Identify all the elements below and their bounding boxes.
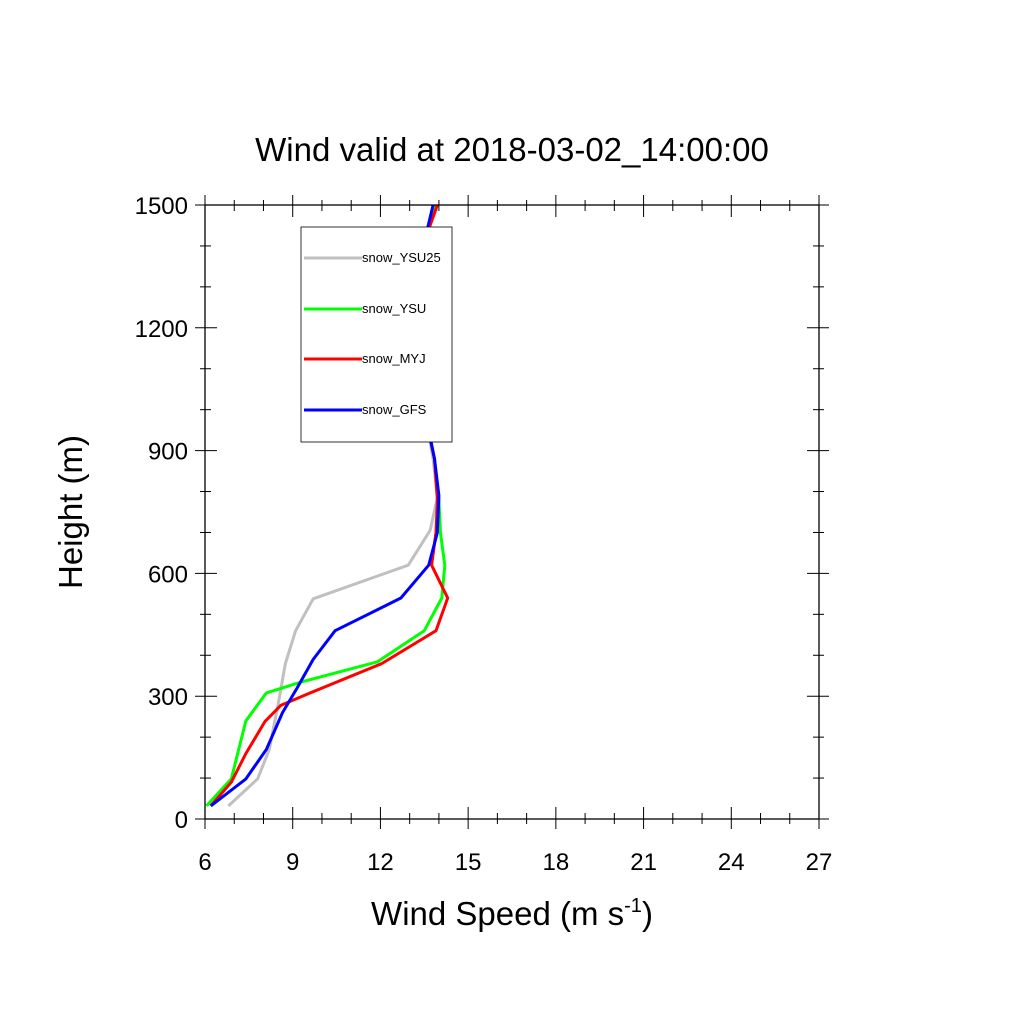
legend-box <box>300 226 453 443</box>
x-tick-label: 12 <box>367 849 394 876</box>
chart-title: Wind valid at 2018-03-02_14:00:00 <box>255 131 769 168</box>
x-tick-label: 27 <box>806 849 833 876</box>
y-tick-label: 0 <box>175 807 188 834</box>
x-axis-label: Wind Speed (m s-1) <box>371 895 653 932</box>
legend-label: snow_GFS <box>362 402 427 417</box>
x-axis-label-end: ) <box>642 895 653 932</box>
x-tick-label: 24 <box>718 849 745 876</box>
x-tick-label: 6 <box>198 849 211 876</box>
legend-label: snow_YSU <box>362 301 426 316</box>
legend-label: snow_YSU25 <box>362 250 441 265</box>
x-tick-label: 18 <box>543 849 570 876</box>
x-tick-label: 9 <box>286 849 299 876</box>
x-axis-label-superscript: -1 <box>624 895 642 917</box>
x-axis-label-main: Wind Speed (m s <box>371 895 624 932</box>
y-tick-label: 600 <box>148 561 188 588</box>
axis-ticks: 6 9 12 15 18 21 24 27 0 300 600 900 1200 1500 <box>135 193 833 876</box>
x-tick-label: 21 <box>630 849 657 876</box>
y-tick-label: 300 <box>148 684 188 711</box>
y-tick-label: 900 <box>148 439 188 466</box>
y-tick-label: 1500 <box>135 193 188 220</box>
plot-frame <box>204 204 820 820</box>
x-tick-label: 15 <box>455 849 482 876</box>
y-tick-label: 1200 <box>135 316 188 343</box>
y-axis-label: Height (m) <box>52 435 89 589</box>
legend: snow_YSU25 snow_YSU snow_MYJ snow_GFS <box>300 226 453 443</box>
legend-label: snow_MYJ <box>362 351 426 366</box>
